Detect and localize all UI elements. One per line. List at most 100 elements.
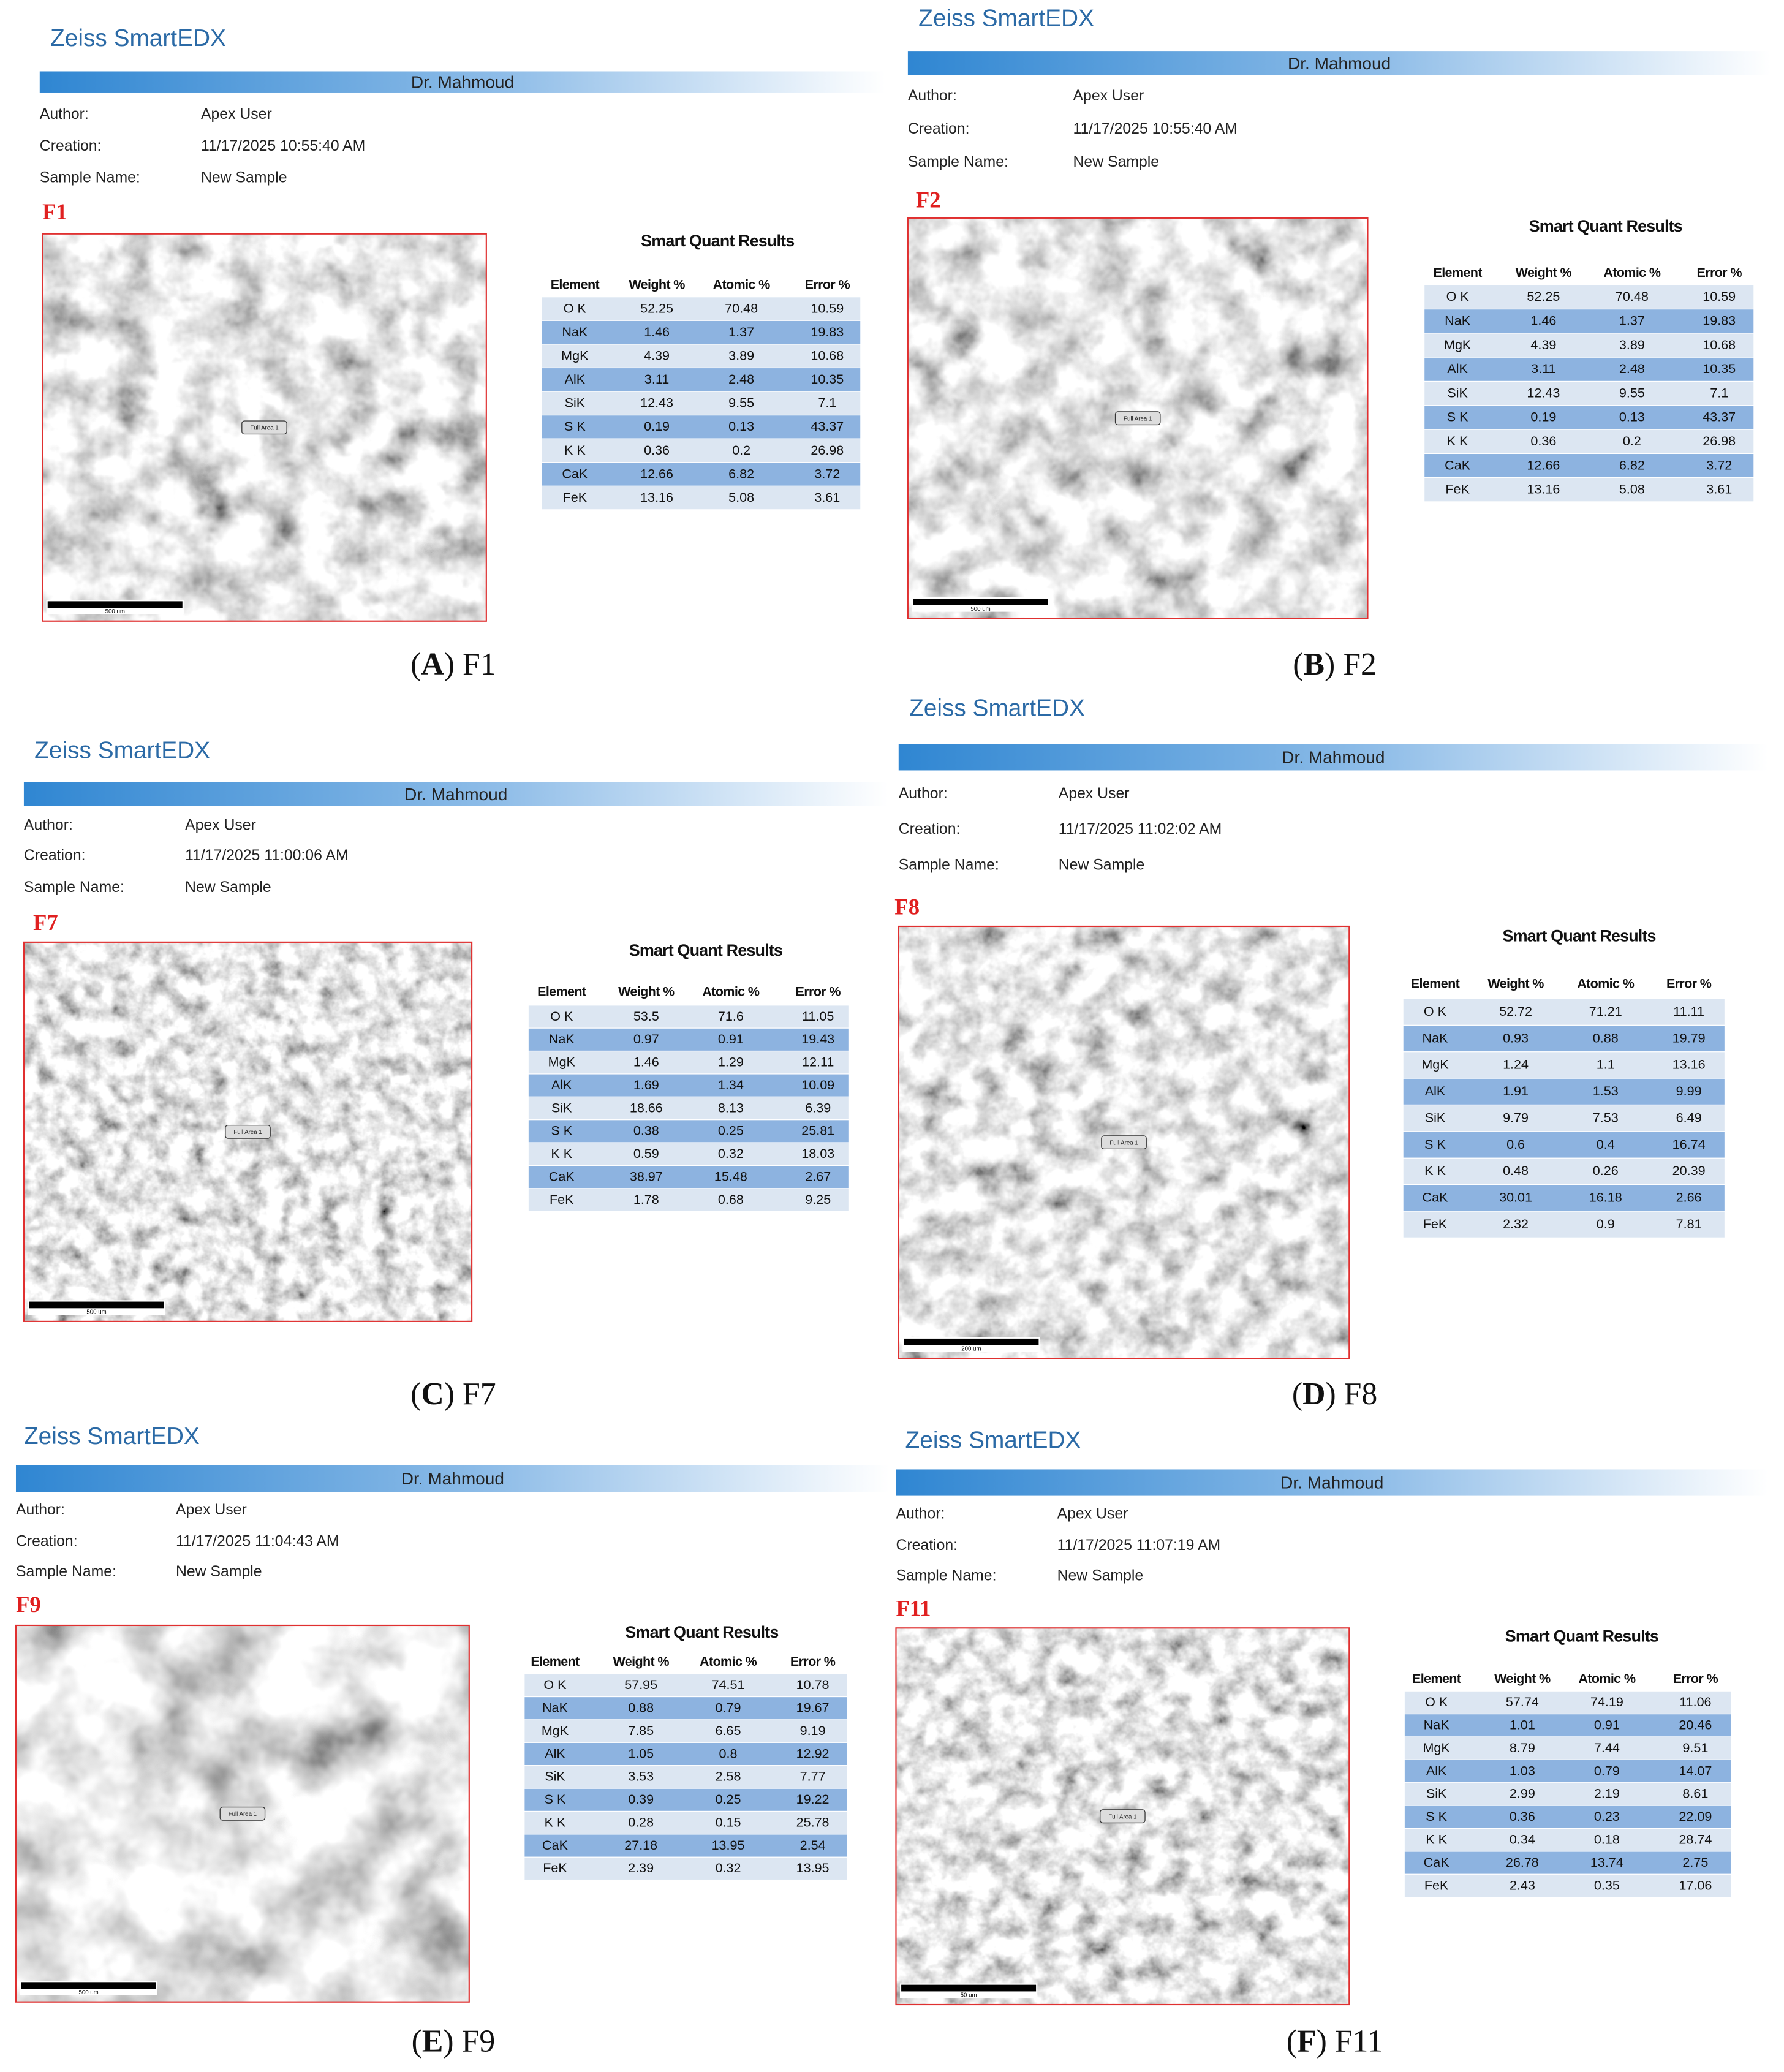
area-label: Full Area 1: [229, 1811, 257, 1818]
table-row: [1403, 1158, 1725, 1184]
banner: [23, 782, 888, 806]
field-label: Creation:: [16, 1533, 78, 1550]
banner-text: Dr. Mahmoud: [411, 72, 514, 91]
table-cell: 20.39: [1673, 1163, 1706, 1178]
table-cell: 0.79: [1594, 1763, 1620, 1778]
table-cell: 2.54: [800, 1837, 826, 1853]
table-row: [524, 1834, 847, 1857]
table-row: [524, 1674, 847, 1696]
table-cell: 0.19: [644, 418, 670, 434]
table-cell: 1.37: [1619, 313, 1645, 328]
table-cell: 1.37: [728, 324, 754, 339]
field-label: Creation:: [899, 821, 961, 837]
column-header: Weight %: [1516, 265, 1572, 280]
table-cell: 9.55: [1619, 385, 1645, 400]
caption-part: ): [1325, 1377, 1336, 1412]
column-header: Atomic %: [700, 1654, 757, 1669]
column-header: Element: [531, 1654, 580, 1669]
report-title: Zeiss SmartEDX: [918, 6, 1094, 32]
table-cell: FeK: [563, 490, 588, 505]
field-label: Sample Name:: [40, 170, 140, 186]
table-cell: AlK: [1426, 1763, 1447, 1778]
table-cell: NaK: [542, 1700, 569, 1715]
table-cell: 19.79: [1673, 1030, 1706, 1045]
table-cell: 19.67: [796, 1700, 830, 1715]
table-cell: K K: [1426, 1832, 1447, 1847]
table-cell: NaK: [1423, 1030, 1449, 1045]
table-cell: 13.74: [1590, 1855, 1623, 1870]
table-cell: 7.1: [1710, 385, 1728, 400]
field-value: New Sample: [1057, 1568, 1144, 1584]
table-cell: 10.68: [1703, 337, 1736, 352]
report-title: Zeiss SmartEDX: [34, 738, 210, 764]
caption-part: F2: [1343, 647, 1377, 682]
field-value: Apex User: [1073, 88, 1144, 104]
table-cell: 2.99: [1510, 1786, 1535, 1801]
table-cell: 8.13: [718, 1100, 744, 1115]
table-row: [1404, 1829, 1731, 1851]
table-cell: 2.48: [728, 371, 754, 387]
scale-bar-label: 500 um: [78, 1989, 98, 1996]
table-cell: 0.48: [1503, 1163, 1529, 1178]
table-cell: 3.53: [628, 1769, 654, 1784]
table-cell: 1.53: [1593, 1083, 1619, 1098]
table-cell: 12.66: [640, 466, 673, 481]
table-row: [542, 439, 861, 463]
table-cell: 0.9: [1597, 1216, 1615, 1231]
table-cell: 9.79: [1503, 1110, 1529, 1125]
column-header: Atomic %: [713, 277, 770, 292]
table-cell: 10.35: [811, 371, 844, 387]
column-header: Element: [551, 277, 600, 292]
table-cell: O K: [1424, 1004, 1447, 1019]
table-cell: S K: [1424, 1136, 1446, 1152]
table-cell: SiK: [565, 395, 586, 410]
field-label: Author:: [24, 817, 73, 834]
field-label: Author:: [899, 785, 948, 802]
column-header: Weight %: [629, 277, 685, 292]
column-header: Weight %: [1487, 976, 1544, 991]
table-row: [1404, 1851, 1731, 1874]
banner-text: Dr. Mahmoud: [1288, 54, 1391, 73]
report-panel: Zeiss SmartEDX Dr. Mahmoud Author: Apex Use…: [39, 25, 886, 682]
field-value: New Sample: [1059, 856, 1145, 873]
table-cell: O K: [564, 300, 587, 316]
table-cell: 0.97: [633, 1031, 659, 1046]
table-cell: 28.74: [1679, 1832, 1712, 1847]
table-row: [528, 1074, 849, 1097]
figure-label: F9: [16, 1592, 41, 1617]
table-cell: 9.55: [728, 395, 754, 410]
column-header: Error %: [1673, 1671, 1718, 1686]
table-cell: 0.35: [1594, 1877, 1620, 1892]
table-cell: 5.08: [1619, 482, 1645, 497]
banner: [898, 744, 1769, 771]
column-header: Atomic %: [702, 984, 759, 999]
report-panel: Zeiss SmartEDX Dr. Mahmoud Author: Apex Use…: [895, 1427, 1769, 2059]
image-border: [42, 233, 487, 622]
table-cell: 0.2: [1623, 433, 1641, 448]
banner-text: Dr. Mahmoud: [1280, 1473, 1383, 1492]
column-header: Error %: [790, 1654, 836, 1669]
table-cell: 1.05: [628, 1745, 654, 1761]
table-cell: 13.95: [712, 1837, 745, 1853]
caption-part: (: [410, 1377, 421, 1412]
field-value: Apex User: [176, 1502, 247, 1518]
figure-label: F2: [916, 187, 941, 212]
column-header: Weight %: [613, 1654, 669, 1669]
table-cell: NaK: [1445, 313, 1471, 328]
column-header: Error %: [1666, 976, 1712, 991]
table-cell: 1.1: [1597, 1057, 1615, 1072]
caption-part: ): [444, 647, 455, 682]
table-cell: FeK: [1424, 1877, 1449, 1892]
caption-part: E: [422, 2024, 444, 2059]
table-cell: 0.93: [1503, 1030, 1529, 1045]
caption-part: (: [410, 647, 421, 682]
table-cell: 11.11: [1673, 1004, 1704, 1019]
scale-bar: [21, 1982, 156, 1989]
scale-bar: [47, 601, 183, 608]
table-cell: 1.46: [633, 1054, 659, 1070]
table-cell: 19.83: [1703, 313, 1736, 328]
table-cell: 7.77: [800, 1769, 826, 1784]
table-cell: 9.51: [1682, 1740, 1708, 1755]
table-cell: 10.68: [811, 347, 844, 363]
table-row: [1404, 1737, 1731, 1760]
